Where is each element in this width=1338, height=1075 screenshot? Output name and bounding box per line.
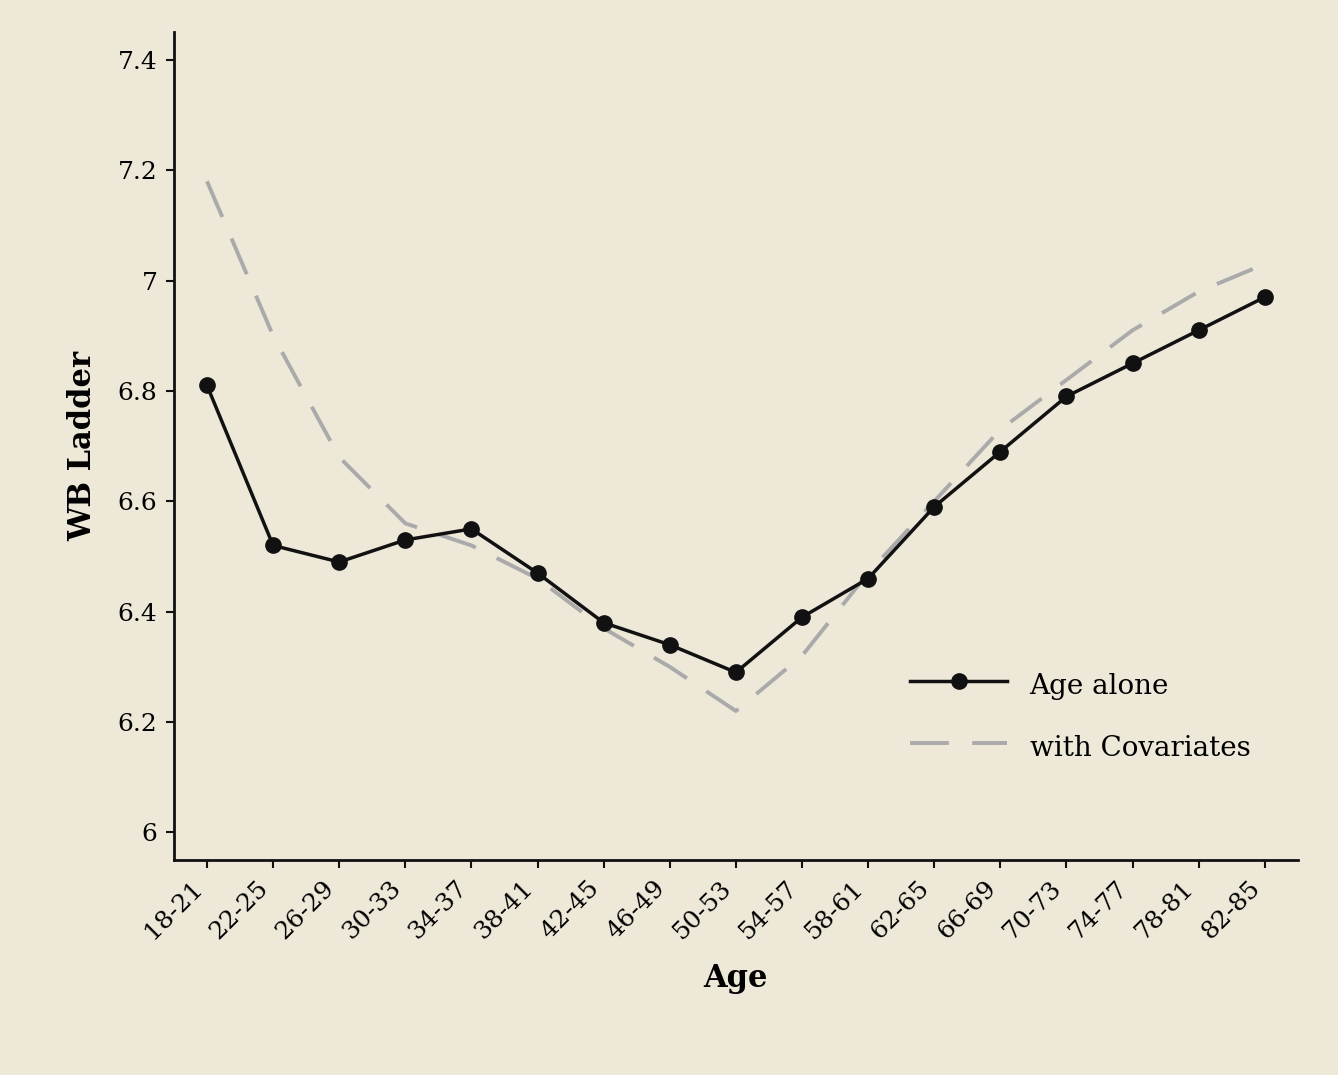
with Covariates: [397, 517, 413, 530]
with Covariates: [993, 424, 1009, 436]
Age alone: [1256, 290, 1272, 303]
Age alone: [530, 567, 546, 579]
Legend: Age alone, with Covariates: Age alone, with Covariates: [910, 668, 1250, 763]
with Covariates: [1191, 285, 1207, 298]
Age alone: [595, 616, 611, 629]
Age alone: [993, 445, 1009, 458]
Age alone: [397, 533, 413, 546]
Age alone: [793, 611, 809, 623]
Age alone: [662, 639, 678, 651]
with Covariates: [926, 494, 942, 507]
with Covariates: [199, 175, 215, 188]
Age alone: [1124, 357, 1140, 370]
Age alone: [332, 556, 348, 569]
Line: Age alone: Age alone: [199, 289, 1272, 680]
with Covariates: [530, 572, 546, 585]
Y-axis label: WB Ladder: WB Ladder: [67, 352, 98, 541]
with Covariates: [1058, 373, 1074, 386]
with Covariates: [332, 450, 348, 463]
Age alone: [199, 379, 215, 392]
with Covariates: [1124, 324, 1140, 336]
Age alone: [860, 572, 876, 585]
Age alone: [265, 539, 281, 551]
Age alone: [926, 500, 942, 513]
with Covariates: [793, 649, 809, 662]
with Covariates: [860, 567, 876, 579]
with Covariates: [595, 621, 611, 634]
with Covariates: [463, 539, 479, 551]
Age alone: [1191, 324, 1207, 336]
Age alone: [728, 665, 744, 678]
with Covariates: [265, 329, 281, 342]
with Covariates: [662, 660, 678, 673]
with Covariates: [1256, 258, 1272, 271]
X-axis label: Age: Age: [704, 963, 768, 994]
Age alone: [463, 522, 479, 535]
with Covariates: [728, 704, 744, 717]
Age alone: [1058, 390, 1074, 403]
Line: with Covariates: with Covariates: [207, 182, 1264, 711]
